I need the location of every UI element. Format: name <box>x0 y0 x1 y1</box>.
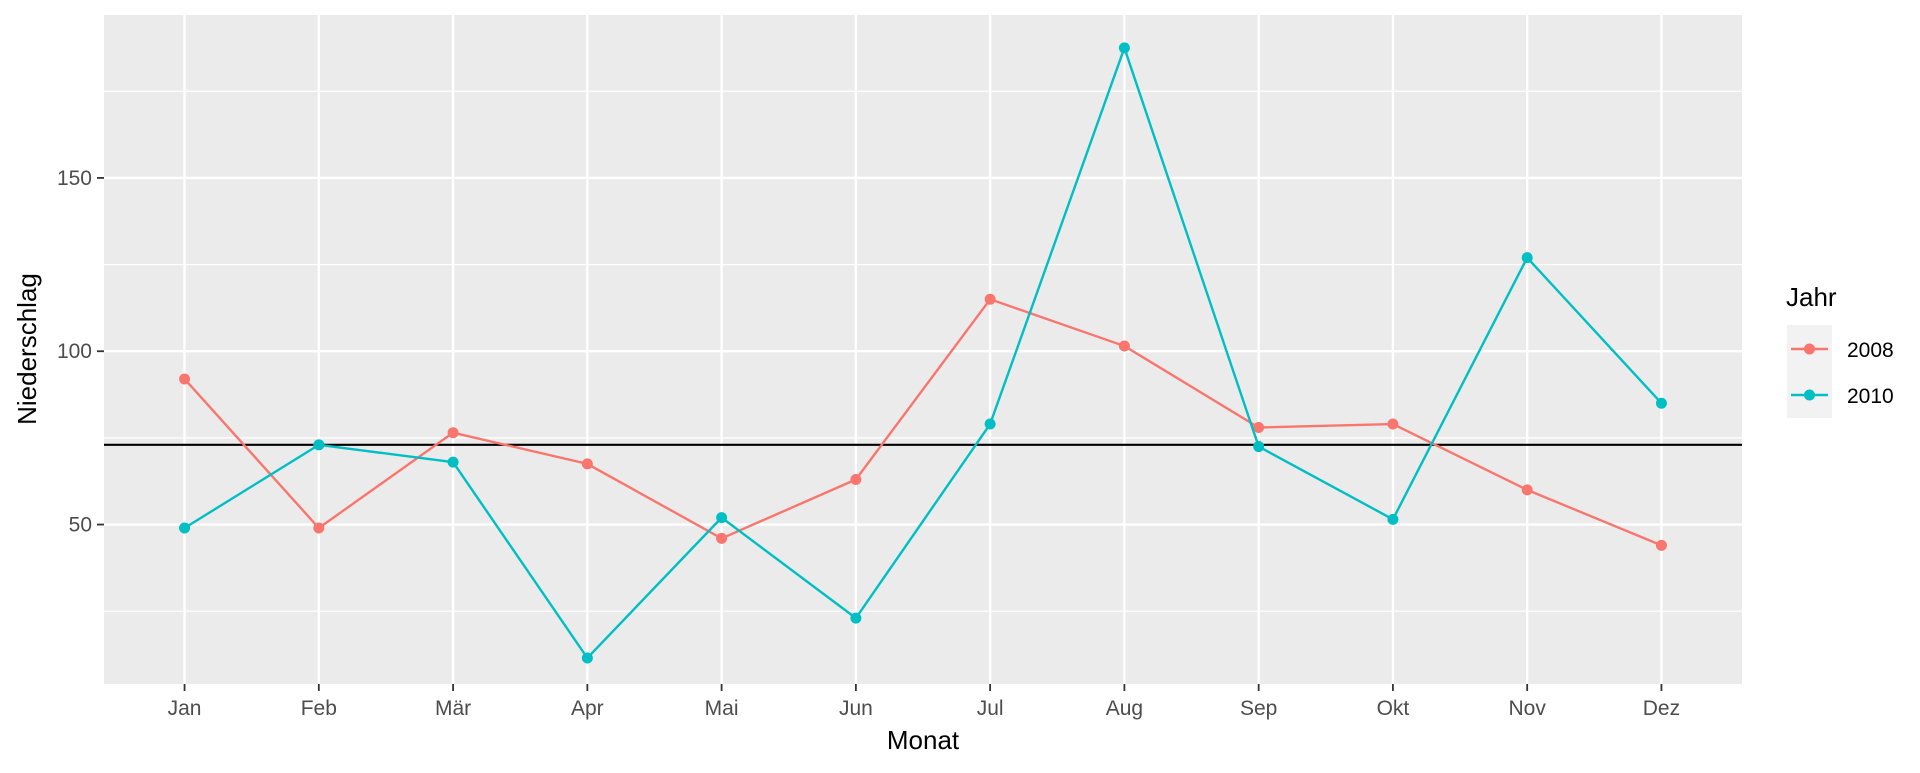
data-point <box>1655 397 1667 409</box>
data-point <box>179 373 191 385</box>
data-point <box>581 652 593 664</box>
data-point <box>716 532 728 544</box>
data-point <box>1253 421 1265 433</box>
series-2010 <box>179 42 1667 664</box>
data-point <box>581 458 593 470</box>
data-point <box>984 293 996 305</box>
data-point <box>313 439 325 451</box>
data-point <box>179 522 191 534</box>
x-tick-label: Feb <box>301 697 337 720</box>
series-2008 <box>179 293 1667 551</box>
x-tick-label: Mär <box>435 697 471 720</box>
data-point <box>716 512 728 524</box>
data-point <box>313 522 325 534</box>
series-line <box>183 297 1662 547</box>
data-point <box>850 612 862 624</box>
plot-panel <box>104 15 1742 684</box>
x-tick-label: Okt <box>1377 697 1410 720</box>
data-point <box>1521 484 1533 496</box>
y-axis: 50 100 150 <box>57 167 104 537</box>
data-point <box>447 427 459 439</box>
x-tick-label: Jan <box>168 697 202 720</box>
legend-label: 2010 <box>1847 385 1894 408</box>
y-tick-label: 100 <box>57 340 92 363</box>
y-tick-label: 50 <box>69 514 92 537</box>
data-point <box>447 456 459 468</box>
data-point <box>850 473 862 485</box>
series-line <box>183 44 1663 660</box>
x-tick-label: Dez <box>1643 697 1680 720</box>
data-point <box>1387 418 1399 430</box>
y-axis-title: Niederschlag <box>12 273 42 425</box>
legend-key-point <box>1804 389 1815 401</box>
x-axis: Jan Feb Mär Apr Mai Jun Jul Aug Sep Okt Nov Dez <box>168 684 1680 720</box>
grid-lines <box>104 15 1742 684</box>
x-axis-title: Monat <box>887 725 960 755</box>
data-point <box>1253 441 1265 453</box>
data-point <box>1118 340 1130 352</box>
data-point <box>1521 252 1533 264</box>
data-point <box>1387 513 1399 525</box>
data-point <box>1655 539 1667 551</box>
series-layer <box>179 42 1667 664</box>
x-tick-label: Sep <box>1240 697 1277 720</box>
x-tick-label: Mai <box>705 697 739 720</box>
y-tick-label: 150 <box>57 167 92 190</box>
legend-title: Jahr <box>1786 282 1837 312</box>
x-tick-label: Jul <box>977 697 1004 720</box>
legend[interactable]: Jahr 2008 2010 <box>1786 282 1894 418</box>
data-point <box>984 418 996 430</box>
x-tick-label: Jun <box>839 697 873 720</box>
data-point <box>1118 42 1130 54</box>
legend-label: 2008 <box>1847 339 1894 362</box>
legend-key-point <box>1804 343 1815 355</box>
x-tick-label: Aug <box>1106 697 1143 720</box>
legend-key-background <box>1787 325 1832 418</box>
x-tick-label: Apr <box>571 697 604 720</box>
x-tick-label: Nov <box>1509 697 1547 720</box>
